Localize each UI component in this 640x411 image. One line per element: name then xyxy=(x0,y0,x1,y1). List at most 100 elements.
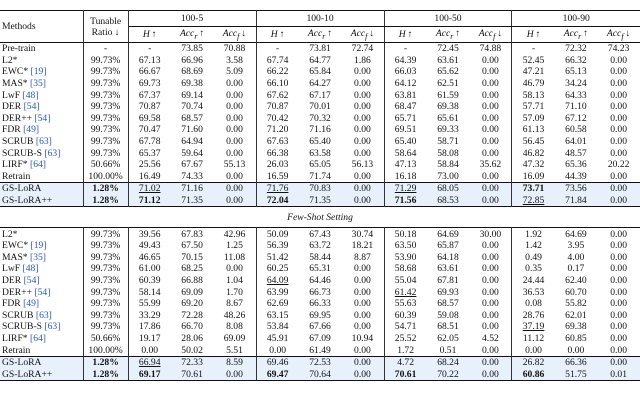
value-cell: 0.00 xyxy=(341,182,385,195)
value-cell-text: 0.00 xyxy=(482,170,499,182)
method-cell: SCRUB-S [63] xyxy=(0,147,84,159)
value-cell-text: 16.49 xyxy=(138,170,161,182)
table-header: Methods Tunable Ratio ↓ 100-5 100-10 100-50 1… xyxy=(0,10,640,43)
value-cell-text: 11.08 xyxy=(223,251,246,263)
value-cell-text: 69.51 xyxy=(394,124,417,136)
value-cell-text: 34.24 xyxy=(565,78,587,90)
value-cell: 65.40 xyxy=(299,136,342,148)
value-cell: 0.00 xyxy=(341,194,385,207)
method-name: L2* xyxy=(2,54,18,66)
value-cell: 58.71 xyxy=(427,136,470,148)
value-cell-text: 69.46 xyxy=(266,357,289,369)
value-cell-text: 0.00 xyxy=(525,344,542,356)
value-cell-text: 64.18 xyxy=(437,251,459,263)
value-cell: 58.13 xyxy=(512,89,555,101)
value-cell-text: 37.19 xyxy=(522,321,545,333)
citation: [63] xyxy=(35,136,52,148)
ratio-cell: 99.73% xyxy=(83,263,129,275)
value-cell-text: 62.51 xyxy=(437,78,459,90)
value-cell-text: 0.00 xyxy=(354,183,371,195)
value-cell: 69.33 xyxy=(427,124,470,136)
value-cell: 69.17 xyxy=(128,368,171,382)
value-cell-text: 44.39 xyxy=(565,170,587,182)
value-cell-text: 1.04 xyxy=(226,274,243,286)
value-cell-text: 63.50 xyxy=(394,240,417,252)
value-cell-text: 67.66 xyxy=(309,321,331,333)
value-cell-text: 59.08 xyxy=(437,309,459,321)
value-cell-text: 69.14 xyxy=(181,89,203,101)
value-cell-text: 65.71 xyxy=(394,112,417,124)
value-cell: 65.84 xyxy=(299,66,342,78)
value-cell-text: 16.59 xyxy=(266,170,289,182)
value-cell: 71.02 xyxy=(128,182,171,195)
metric-arrow: ↑ xyxy=(407,29,413,40)
ratio-cell-text: 99.73% xyxy=(90,124,121,136)
value-cell: 17.86 xyxy=(128,321,171,333)
value-cell-text: 72.33 xyxy=(181,357,203,369)
metric-arrow: ↑ xyxy=(199,27,205,39)
value-cell: 25.52 xyxy=(384,333,427,345)
method-name: SCRUB-S xyxy=(2,147,42,159)
value-cell-text: 0.00 xyxy=(354,263,371,275)
value-cell-text: 0.00 xyxy=(354,147,371,159)
value-cell-text: 73.71 xyxy=(522,183,545,195)
value-cell: 11.12 xyxy=(512,333,555,345)
value-cell-text: 66.32 xyxy=(565,54,587,66)
value-cell: 0.00 xyxy=(341,368,385,382)
ratio-cell-text: 99.73% xyxy=(90,136,121,148)
value-cell-text: 0.00 xyxy=(482,147,499,159)
value-cell-text: 47.21 xyxy=(522,66,545,78)
value-cell: 72.04 xyxy=(256,194,299,207)
value-cell: 70.15 xyxy=(171,252,214,264)
ratio-cell: 1.28% xyxy=(83,182,129,195)
value-cell-text: 8.08 xyxy=(226,321,243,333)
value-cell: 0.00 xyxy=(213,112,257,125)
data-row: Pre-train - - 73.85 70.88 - 73.81 72.74 - 72.45 74… xyxy=(0,41,640,55)
value-cell: 0.00 xyxy=(469,66,513,78)
ratio-cell: 99.73% xyxy=(83,77,129,90)
value-cell-text: - xyxy=(404,43,408,55)
value-cell: 66.32 xyxy=(555,55,598,67)
value-cell: 67.74 xyxy=(256,55,299,67)
value-cell-text: 0.00 xyxy=(610,263,628,275)
citation: [48] xyxy=(22,263,39,275)
value-cell-text: 0.00 xyxy=(354,66,371,78)
value-cell: 69.51 xyxy=(384,124,427,136)
ratio-cell: 100.00% xyxy=(83,344,129,357)
value-cell: 34.24 xyxy=(555,78,598,90)
value-cell-text: 66.22 xyxy=(266,66,289,78)
value-cell: 71.74 xyxy=(299,171,342,183)
metric-header: Accr ↑ xyxy=(555,27,598,43)
method-cell: Pre-train xyxy=(0,41,84,55)
value-cell: 0.00 xyxy=(597,147,640,159)
value-cell: 71.84 xyxy=(554,194,598,207)
method-name: GS-LoRA++ xyxy=(2,368,53,380)
value-cell: 69.58 xyxy=(128,113,171,125)
value-cell: 67.78 xyxy=(128,136,171,148)
value-cell-text: 0.00 xyxy=(482,183,499,195)
value-cell: 0.51 xyxy=(427,344,470,356)
metric-header: Accf ↓ xyxy=(213,26,257,43)
value-cell: 70.74 xyxy=(171,101,214,113)
ratio-cell: 100.00% xyxy=(83,170,129,183)
value-cell-text: 67.09 xyxy=(309,332,331,344)
value-cell-text: 46.79 xyxy=(522,78,545,90)
value-cell-text: 71.56 xyxy=(394,195,417,207)
value-cell-text: 70.15 xyxy=(181,251,203,263)
value-cell-text: 0.00 xyxy=(354,195,371,207)
value-cell: 67.66 xyxy=(299,321,342,333)
ratio-cell: 99.73% xyxy=(83,274,129,287)
method-name: DER++ xyxy=(2,286,33,298)
value-cell-text: 0.00 xyxy=(482,124,499,136)
value-cell-text: 53.90 xyxy=(394,251,417,263)
value-cell: 65.40 xyxy=(384,136,427,148)
value-cell: 52.45 xyxy=(512,55,555,67)
value-cell: 0.00 xyxy=(341,274,385,287)
value-cell-text: 8.59 xyxy=(226,357,243,369)
method-cell: DER [54] xyxy=(0,274,84,287)
value-cell-text: 0.00 xyxy=(610,54,628,66)
value-cell-text: 0.00 xyxy=(482,298,499,310)
value-cell-text: 67.78 xyxy=(138,136,161,148)
value-cell: 0.00 xyxy=(597,113,640,125)
value-cell: 71.76 xyxy=(256,182,299,195)
